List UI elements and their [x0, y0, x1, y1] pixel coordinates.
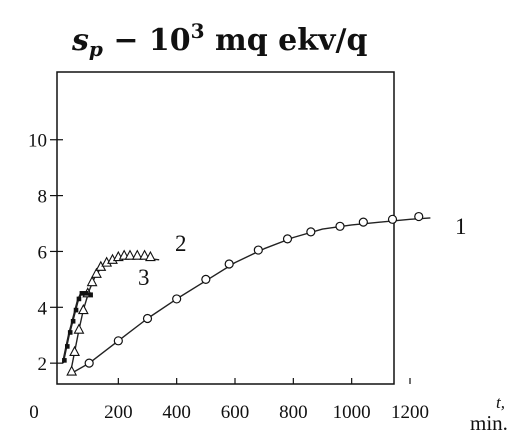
series-2-point: [145, 250, 156, 262]
series-3-point: [83, 291, 89, 296]
x-axis-ticks: 0 200 400 600 800 1000 1200: [29, 378, 429, 423]
series-markers: [62, 211, 424, 376]
x-tick-label: 0: [29, 402, 39, 423]
series-1-point: [282, 234, 293, 244]
series-1-point: [414, 211, 424, 222]
y-tick-label: 6: [38, 242, 48, 263]
series-1-curve: [74, 217, 431, 373]
x-tick-label: 200: [104, 402, 133, 423]
y-tick-label: 2: [38, 354, 48, 375]
y-tick-label: 10: [28, 131, 47, 152]
y-axis-ticks: 2 4 6 8 10: [28, 131, 63, 375]
x-axis-unit-bottom: min.: [470, 411, 508, 434]
series-1-point: [335, 221, 345, 231]
series-1-point: [253, 245, 263, 255]
series-2-point: [73, 323, 85, 334]
x-tick-label: 400: [162, 402, 191, 423]
series-3-point: [67, 330, 73, 335]
title-minus-ten: − 10: [103, 23, 191, 58]
series-3-label: 3: [138, 265, 150, 290]
series-1-point: [142, 313, 153, 324]
x-tick-label: 600: [221, 402, 250, 423]
series-1-label: 1: [455, 214, 467, 239]
series-2-point: [91, 267, 102, 278]
series-3-point: [88, 292, 93, 298]
series-2-point: [124, 249, 136, 260]
series-3-point: [79, 291, 85, 296]
series-labels: 1 23: [138, 214, 467, 290]
series-2-label: 2: [175, 231, 187, 256]
x-axis-unit-top: t,: [496, 393, 505, 412]
series-3-point: [76, 296, 82, 302]
x-tick-label: 1200: [391, 402, 429, 423]
series-1-point: [387, 214, 398, 224]
series-3-point: [62, 358, 67, 363]
series-1-point: [113, 336, 123, 346]
chart-title: sp − 103 mq ekv/q: [71, 19, 367, 61]
series-1-point: [172, 294, 182, 304]
series-3-point: [64, 344, 70, 349]
series-2-point: [131, 249, 143, 260]
title-superscript: 3: [191, 19, 205, 43]
series-2-point: [66, 365, 78, 376]
x-tick-label: 800: [279, 402, 308, 423]
title-subscript: p: [89, 37, 103, 61]
y-tick-label: 4: [38, 298, 48, 319]
series-2-point: [69, 345, 80, 357]
series-2-point: [139, 249, 150, 260]
series-2-point: [77, 303, 89, 315]
series-3-point: [73, 307, 79, 313]
series-1-point: [358, 217, 368, 227]
series-curves: [61, 217, 431, 375]
plot-frame: [56, 71, 395, 385]
series-1-point: [84, 358, 94, 368]
title-units: mq ekv/q: [205, 23, 368, 58]
title-base: s: [71, 23, 89, 58]
series-2-point: [86, 275, 98, 287]
series-3-point: [70, 318, 76, 324]
x-tick-label: 1000: [333, 402, 371, 423]
series-1-point: [224, 259, 234, 269]
series-1-point: [201, 274, 211, 284]
y-tick-label: 8: [38, 187, 48, 208]
series-1-point: [306, 227, 316, 237]
